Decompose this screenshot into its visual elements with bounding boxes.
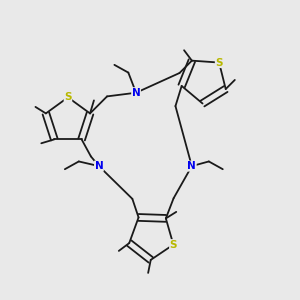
Text: N: N bbox=[188, 161, 196, 171]
Text: N: N bbox=[94, 161, 103, 171]
Text: S: S bbox=[64, 92, 72, 102]
Text: S: S bbox=[215, 58, 223, 68]
Text: N: N bbox=[132, 88, 140, 98]
Text: S: S bbox=[169, 240, 177, 250]
